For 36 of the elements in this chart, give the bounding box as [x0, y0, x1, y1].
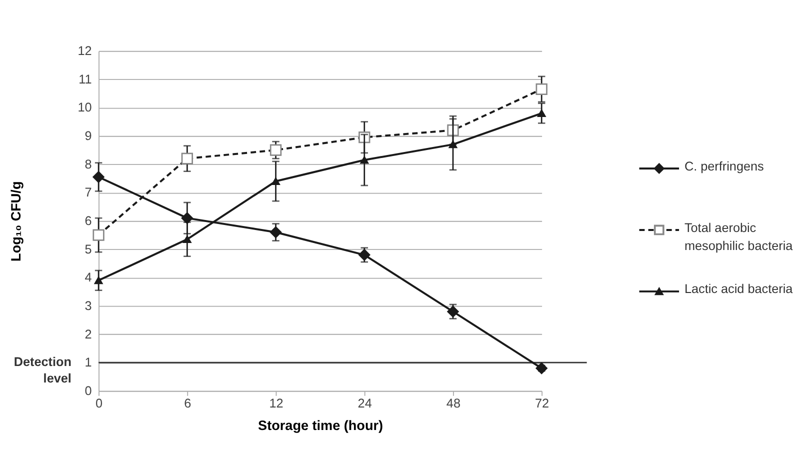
y-tick-label: 3 — [84, 298, 92, 313]
point — [270, 226, 282, 238]
legend-label: Total aerobic mesophilic bacteria — [684, 220, 794, 253]
y-tick-label: 4 — [84, 270, 92, 285]
ref-line-label: Detection level — [14, 355, 72, 386]
point — [272, 178, 280, 185]
point — [92, 171, 104, 183]
y-axis-title: Log₁₀ CFU/g — [8, 181, 24, 262]
legend-label: Lactic acid bacteria — [684, 282, 794, 296]
y-tick-label: 1 — [84, 356, 92, 370]
point — [360, 156, 369, 164]
point — [537, 110, 546, 117]
y-tick-label: 2 — [84, 327, 92, 342]
y-tick-label: 7 — [84, 186, 92, 200]
point — [358, 249, 370, 261]
y-tick-label: 10 — [78, 100, 92, 115]
y-tick-label: 11 — [78, 72, 92, 86]
x-tick-label: 72 — [535, 396, 550, 411]
x-tick-label: 48 — [446, 396, 460, 411]
point — [182, 236, 192, 244]
x-tick-label: 6 — [184, 396, 192, 411]
y-tick-label: 0 — [84, 384, 92, 398]
x-tick-label: 0 — [95, 396, 103, 411]
x-axis-title: Storage time (hour) — [258, 418, 384, 434]
y-tick-label: 12 — [78, 44, 92, 58]
x-tick-label: 24 — [358, 396, 372, 411]
y-tick-label: 8 — [84, 157, 92, 172]
y-tick-label: 6 — [84, 214, 92, 228]
x-tick-label: 12 — [269, 396, 284, 411]
y-tick-label: 5 — [84, 242, 92, 256]
point — [181, 212, 193, 224]
point — [94, 276, 103, 284]
legend-label: C. perfringens — [684, 159, 764, 174]
point — [448, 140, 458, 148]
y-tick-label: 9 — [84, 128, 92, 143]
point — [536, 362, 548, 374]
